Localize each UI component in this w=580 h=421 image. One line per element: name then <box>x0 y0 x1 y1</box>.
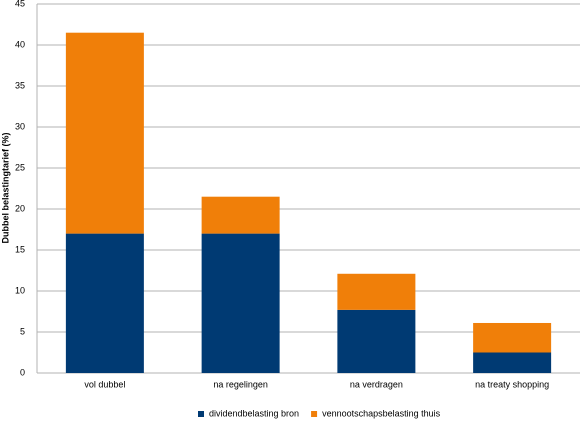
bar-segment <box>473 352 552 373</box>
bar-segment <box>201 196 280 234</box>
legend-label: dividendbelasting bron <box>209 408 299 418</box>
y-tick-label: 5 <box>20 326 25 336</box>
y-tick-label: 15 <box>15 244 25 254</box>
y-tick-label: 30 <box>15 121 25 131</box>
y-tick-label: 20 <box>15 203 25 213</box>
y-axis-label: Dubbel belastingtarief (%) <box>0 132 10 243</box>
x-tick-label: na verdragen <box>350 379 403 389</box>
x-tick-label: na treaty shopping <box>475 379 549 389</box>
bar-segment <box>473 322 552 353</box>
y-tick-label: 0 <box>20 367 25 377</box>
y-tick-label: 40 <box>15 39 25 49</box>
y-tick-label: 35 <box>15 80 25 90</box>
legend-swatch <box>311 411 318 417</box>
y-tick-label: 45 <box>15 0 25 8</box>
x-tick-label: vol dubbel <box>84 379 125 389</box>
bar-segment <box>65 233 144 373</box>
legend-label: vennootschapsbelasting thuis <box>322 408 441 418</box>
x-tick-label: na regelingen <box>213 379 268 389</box>
bar-segment <box>65 32 144 234</box>
legend-swatch <box>198 411 204 417</box>
y-tick-label: 25 <box>15 162 25 172</box>
y-tick-label: 10 <box>15 285 25 295</box>
bar-segment <box>201 233 280 373</box>
bar-segment <box>337 273 416 310</box>
bar-segment <box>337 309 416 373</box>
